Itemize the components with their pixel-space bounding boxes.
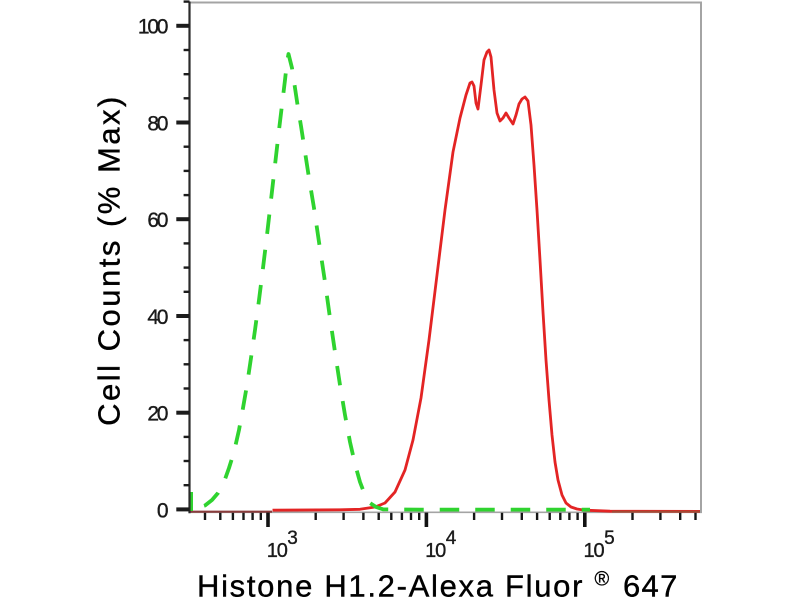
svg-text:Cell Counts (% Max): Cell Counts (% Max) (92, 94, 127, 426)
svg-text:40: 40 (147, 306, 167, 329)
svg-text:10: 10 (267, 540, 288, 562)
svg-text:100: 100 (138, 16, 168, 39)
svg-text:4: 4 (446, 528, 457, 549)
svg-text:80: 80 (147, 112, 167, 135)
svg-text:Histone H1.2-Alexa Fluor: Histone H1.2-Alexa Fluor (197, 569, 584, 601)
svg-text:®: ® (595, 569, 610, 591)
svg-text:3: 3 (287, 528, 298, 549)
svg-text:0: 0 (157, 499, 168, 522)
svg-text:60: 60 (147, 209, 167, 232)
svg-text:10: 10 (584, 540, 605, 562)
svg-text:5: 5 (604, 528, 615, 549)
svg-text:10: 10 (425, 540, 446, 562)
svg-text:647: 647 (623, 569, 679, 601)
svg-text:20: 20 (147, 403, 167, 426)
